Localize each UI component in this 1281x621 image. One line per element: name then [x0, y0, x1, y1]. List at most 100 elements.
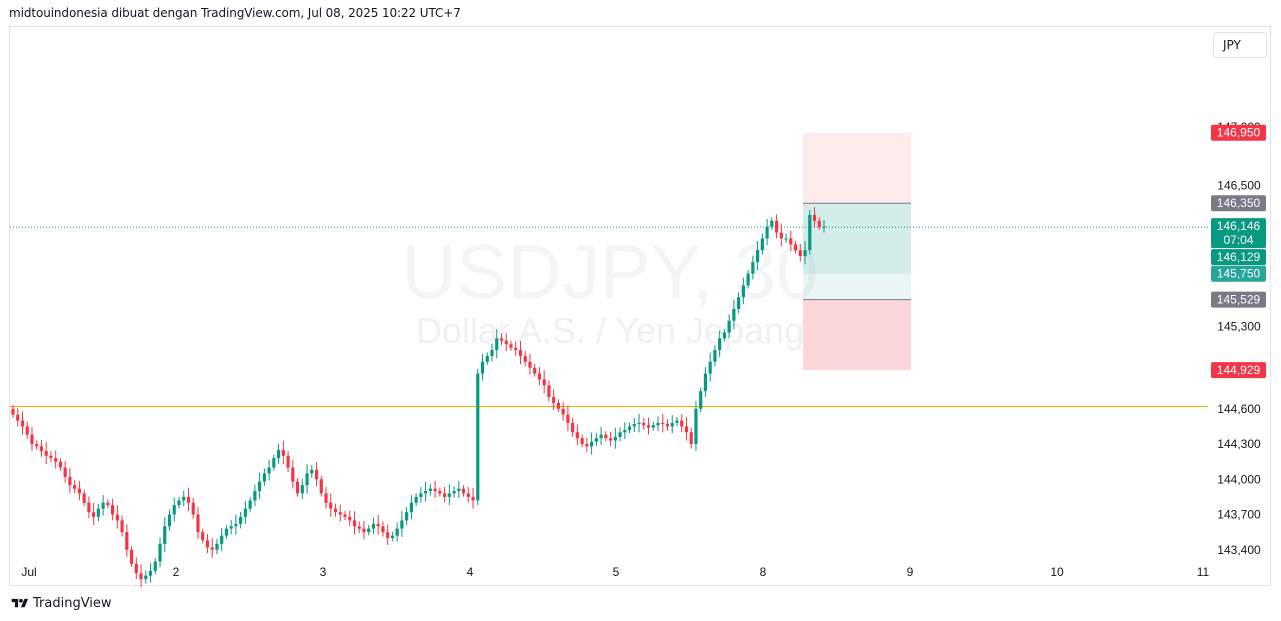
candle-body [186, 496, 191, 503]
candle [665, 419, 670, 431]
candle [480, 354, 485, 381]
candle-body [651, 425, 655, 428]
candle [239, 511, 243, 529]
candle-body [457, 488, 461, 492]
candle-body [35, 444, 39, 447]
x-tick-label: 4 [467, 565, 474, 579]
candles-layer [11, 207, 826, 588]
candle [205, 534, 210, 554]
candle [618, 427, 622, 442]
candle [514, 341, 518, 356]
candle [490, 343, 494, 362]
candle [760, 233, 764, 255]
candle [196, 506, 200, 540]
watermark-description: Dollar A.S. / Yen Jepang [416, 310, 804, 351]
candle [808, 210, 812, 255]
candle [305, 464, 309, 494]
candle [656, 416, 660, 431]
candle-body [699, 391, 703, 409]
candle [613, 427, 617, 449]
candle-body [333, 508, 338, 513]
candle-body [120, 520, 124, 533]
candle [390, 532, 395, 542]
candle [608, 431, 613, 447]
candle-body [461, 488, 466, 494]
candle [433, 480, 437, 498]
candle [201, 528, 205, 544]
candle-body [39, 446, 44, 452]
candle [35, 440, 39, 450]
candle-body [220, 535, 224, 544]
candle-body [480, 361, 485, 374]
candle [789, 230, 793, 252]
price-tag-last2: 146,129 [1211, 249, 1266, 266]
candle-body [490, 350, 494, 356]
tradingview-logo-icon [11, 598, 29, 608]
candle-body [291, 467, 295, 482]
candle-body [362, 528, 366, 533]
candle-body [428, 488, 432, 492]
candle [338, 504, 342, 522]
candle-body [798, 250, 802, 257]
candle [73, 480, 77, 494]
candle [153, 557, 157, 575]
candle-body [528, 361, 532, 368]
x-tick-label: 5 [613, 565, 620, 579]
candle-body [561, 408, 565, 415]
candle [115, 505, 119, 529]
currency-selector[interactable]: JPY [1213, 32, 1267, 58]
y-tick-label: 144,000 [1217, 472, 1261, 486]
candle-body [16, 414, 20, 421]
candle-body [542, 379, 546, 386]
candle-body [537, 373, 542, 380]
candle [210, 538, 214, 559]
candle [300, 478, 304, 500]
candle-body [670, 422, 674, 427]
target-zone-lower [803, 273, 911, 300]
candle [746, 270, 750, 289]
candle-body [590, 441, 594, 447]
candle [651, 421, 655, 431]
candle-body [599, 434, 603, 439]
position-zones[interactable] [803, 132, 911, 371]
candle [537, 367, 542, 386]
candle-body [253, 491, 257, 501]
price-tag-value: 146,950 [1217, 126, 1261, 140]
price-tag-bg [1211, 218, 1266, 249]
candle [442, 487, 447, 503]
price-tag-value: 144,929 [1217, 363, 1261, 377]
candle-body [357, 526, 361, 529]
candle [499, 333, 504, 346]
candle-body [243, 508, 247, 517]
candle-body [115, 514, 119, 521]
candle-body [684, 426, 689, 433]
stop-zone [803, 132, 911, 204]
candle [703, 367, 708, 397]
candle [333, 503, 338, 517]
candle-body [442, 493, 447, 497]
candle [561, 402, 565, 421]
y-tick-label: 144,300 [1217, 437, 1261, 451]
candle [594, 433, 598, 447]
candle-body [177, 500, 181, 506]
candle [447, 484, 451, 506]
candle [253, 484, 257, 507]
candle [727, 314, 731, 339]
candle-body [485, 355, 489, 362]
candle-body [779, 232, 783, 239]
candle [817, 217, 821, 230]
candle-body [566, 414, 570, 423]
candle-body [343, 514, 347, 517]
candle [476, 368, 480, 505]
candle-body [276, 449, 281, 459]
candle [129, 546, 134, 568]
candle-body [447, 493, 451, 497]
candle [774, 214, 779, 239]
candle-body [310, 469, 314, 474]
candle [186, 487, 191, 512]
candle-body [386, 532, 390, 539]
candle [485, 352, 489, 365]
candle [414, 493, 418, 506]
price-tag-entry: 145,529 [1211, 291, 1266, 308]
